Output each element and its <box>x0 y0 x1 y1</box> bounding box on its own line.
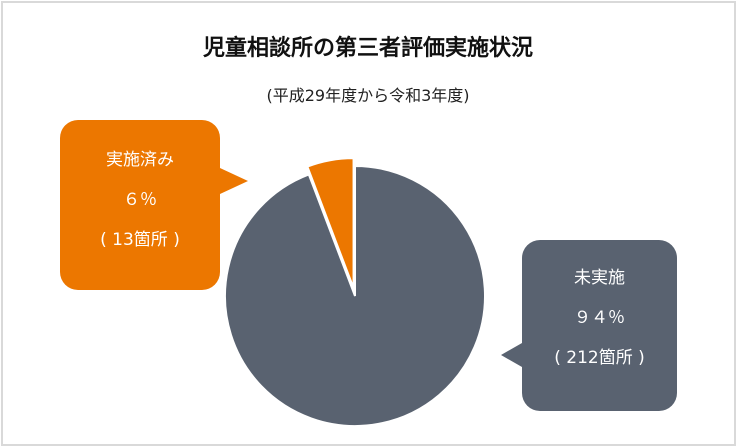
slice-label: 実施済み <box>106 150 174 170</box>
pie-slice-implemented <box>306 157 355 289</box>
slice-count-label: ( 13箇所 ) <box>100 230 180 250</box>
callout-not-implemented: 未実施 ９４％ ( 212箇所 ) <box>522 240 677 411</box>
callout-pointer-not-implemented <box>501 343 522 367</box>
slice-percent-label: ６％ <box>123 190 157 210</box>
pie-slice-not-implemented <box>224 164 486 427</box>
chart-title: 児童相談所の第三者評価実施状況 <box>202 36 533 61</box>
callout-implemented: 実施済み ６％ ( 13箇所 ) <box>60 120 220 290</box>
chart-subtitle: (平成29年度から令和3年度) <box>266 86 470 105</box>
slice-label: 未実施 <box>574 268 625 288</box>
slice-percent-label: ９４％ <box>574 308 625 328</box>
slice-count-label: ( 212箇所 ) <box>554 348 645 368</box>
callout-pointer-implemented <box>220 168 248 194</box>
